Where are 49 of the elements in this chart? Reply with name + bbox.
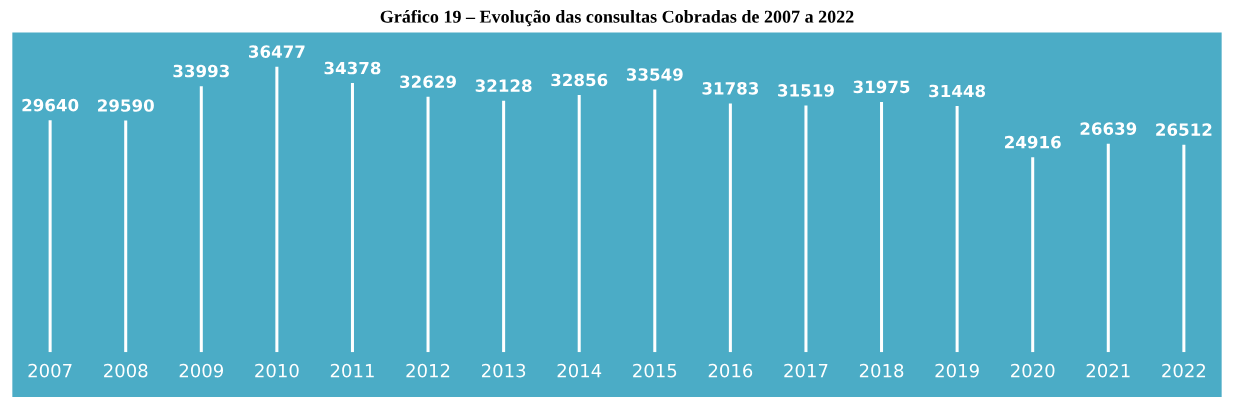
data-label: 29640	[22, 98, 79, 112]
x-tick-label: 2021	[1086, 363, 1130, 378]
bar	[124, 120, 128, 353]
bar	[502, 100, 506, 353]
bar	[804, 105, 808, 353]
x-tick-label: 2014	[557, 363, 602, 378]
data-label: 24916	[1005, 135, 1061, 149]
x-tick-label: 2016	[708, 363, 753, 378]
data-label: 26639	[1080, 122, 1137, 135]
bar	[1031, 157, 1035, 353]
bar	[350, 83, 354, 353]
data-label: 29590	[98, 99, 154, 112]
x-tick-label: 2018	[859, 363, 904, 378]
bar	[426, 96, 430, 353]
x-tick-label: 2019	[935, 363, 979, 378]
data-label: 31783	[702, 82, 759, 95]
x-tick-label: 2013	[481, 363, 526, 378]
x-tick-label: 2017	[784, 363, 828, 378]
data-label: 31519	[778, 84, 834, 97]
x-tick-label: 2022	[1162, 363, 1206, 378]
data-label: 31975	[853, 80, 910, 94]
data-label: 26512	[1156, 123, 1212, 136]
data-label: 36477	[249, 45, 305, 58]
bar	[275, 66, 279, 353]
bar	[199, 86, 203, 353]
bar	[653, 89, 657, 353]
x-tick-label: 2012	[406, 363, 450, 378]
data-label: 31448	[929, 84, 986, 98]
data-label: 32856	[551, 73, 608, 87]
data-label: 33993	[173, 64, 229, 78]
bar	[880, 101, 884, 353]
data-label: 32629	[400, 75, 456, 89]
x-tick-label: 2008	[104, 363, 148, 378]
chart-title: Gráfico 19 – Evolução das consultas Cobradas de 2007 a 2022	[380, 9, 854, 27]
x-tick-label: 2011	[330, 363, 374, 378]
data-label: 34378	[324, 61, 381, 75]
data-label: 32128	[475, 79, 532, 92]
bar	[48, 120, 52, 353]
x-tick-label: 2007	[28, 363, 72, 378]
bar	[728, 103, 732, 353]
bar	[1106, 143, 1110, 353]
x-tick-label: 2015	[633, 363, 677, 378]
x-tick-label: 2020	[1011, 363, 1055, 378]
bar	[1182, 144, 1186, 353]
data-label: 33549	[626, 68, 683, 81]
bar	[955, 106, 959, 353]
bar	[577, 95, 581, 353]
x-tick-label: 2009	[179, 363, 223, 378]
x-tick-label: 2010	[255, 363, 299, 378]
